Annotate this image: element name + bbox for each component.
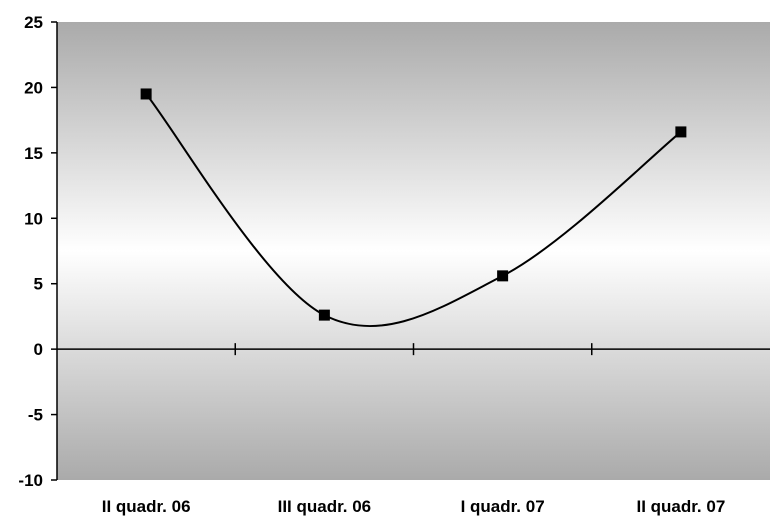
- x-tick-label: II quadr. 06: [102, 497, 191, 516]
- series-line: [145, 93, 682, 328]
- data-point-marker: [140, 88, 152, 100]
- y-tick-label: -10: [18, 471, 43, 490]
- y-axis: -10 -5 0 5 10 15 20 25: [18, 13, 58, 490]
- plot-area: [57, 22, 770, 480]
- y-tick-label: 20: [24, 78, 43, 97]
- data-point-marker: [497, 270, 509, 282]
- y-tick-label: 15: [24, 144, 43, 163]
- y-tick-label: 0: [34, 340, 43, 359]
- series-layer: [140, 88, 687, 328]
- x-tick-label: II quadr. 07: [636, 497, 725, 516]
- x-axis: II quadr. 06 III quadr. 06 I quadr. 07 II q…: [57, 343, 770, 516]
- y-tick-label: -5: [28, 406, 43, 425]
- y-tick-label: 5: [34, 275, 43, 294]
- x-tick-label: III quadr. 06: [278, 497, 372, 516]
- y-tick-label: 25: [24, 13, 43, 32]
- data-point-marker: [318, 309, 330, 321]
- data-point-marker: [675, 126, 687, 138]
- y-tick-label: 10: [24, 209, 43, 228]
- x-tick-label: I quadr. 07: [461, 497, 545, 516]
